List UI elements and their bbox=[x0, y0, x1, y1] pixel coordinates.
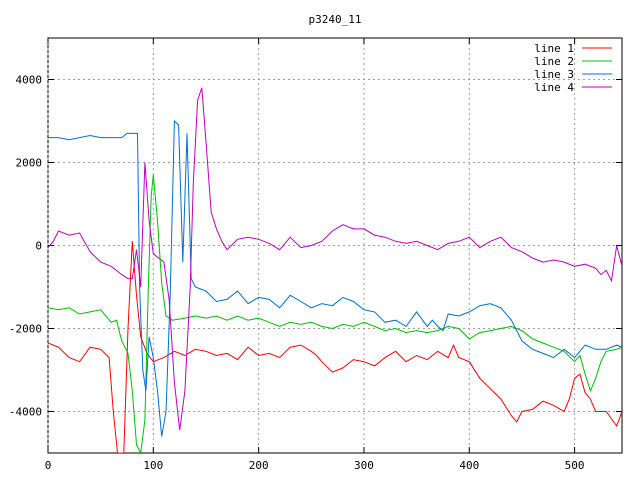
y-tick-label: -4000 bbox=[9, 406, 42, 419]
chart-title: p3240_11 bbox=[309, 13, 362, 26]
legend-label: line 3 bbox=[534, 68, 574, 81]
y-tick-labels: -4000 -2000 0 2000 4000 bbox=[9, 74, 42, 419]
y-tick-label: -2000 bbox=[9, 323, 42, 336]
legend-label: line 2 bbox=[534, 55, 574, 68]
series-line-2 bbox=[48, 174, 622, 453]
series-line-3 bbox=[48, 119, 622, 437]
grid-lines bbox=[47, 38, 622, 453]
x-tick-label: 500 bbox=[565, 459, 585, 472]
series-line-4 bbox=[48, 87, 622, 431]
x-tick-labels: 0 100 200 300 400 500 bbox=[45, 459, 585, 472]
y-tick-label: 2000 bbox=[16, 157, 43, 170]
legend-label: line 4 bbox=[534, 81, 574, 94]
tick-marks bbox=[47, 38, 622, 453]
y-tick-label: 0 bbox=[35, 240, 42, 253]
y-tick-label: 4000 bbox=[16, 74, 43, 87]
x-tick-label: 300 bbox=[354, 459, 374, 472]
x-tick-label: 200 bbox=[249, 459, 269, 472]
x-tick-label: 400 bbox=[459, 459, 479, 472]
x-tick-label: 0 bbox=[45, 459, 52, 472]
series-line-1 bbox=[48, 241, 622, 453]
x-tick-label: 100 bbox=[143, 459, 163, 472]
legend-label: line 1 bbox=[534, 42, 574, 55]
series-lines bbox=[48, 87, 622, 453]
